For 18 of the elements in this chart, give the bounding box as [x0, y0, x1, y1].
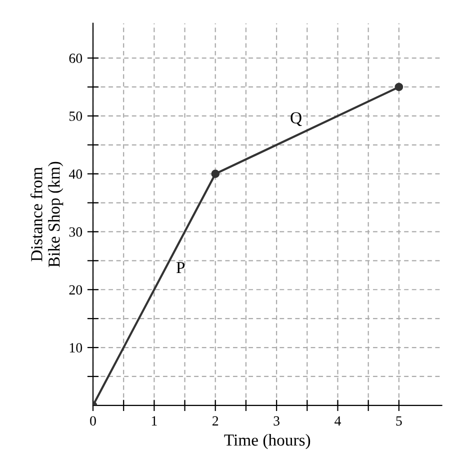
y-tick-label: 60: [69, 54, 82, 63]
x-tick-label: 3: [274, 416, 280, 426]
x-tick-label: 5: [396, 416, 402, 426]
y-tick-label: 20: [69, 285, 82, 295]
x-tick-label: 2: [212, 416, 218, 426]
y-tick-label: 50: [70, 112, 82, 121]
y-axis-title: Distance from Bike Shop (km): [30, 162, 64, 268]
x-tick-label: 4: [334, 416, 341, 426]
x-tick-label: 0: [90, 416, 96, 426]
y-tick-label: 10: [70, 343, 82, 352]
y-tick-label: 40: [68, 169, 82, 179]
annotation: Q: [290, 112, 302, 126]
annotation: P: [176, 262, 185, 274]
point: [394, 82, 404, 92]
y-tick-label: 30: [69, 227, 82, 237]
x-axis-title: Time (hours): [224, 434, 310, 450]
point: [211, 170, 220, 178]
x-tick-label: 1: [152, 416, 157, 426]
